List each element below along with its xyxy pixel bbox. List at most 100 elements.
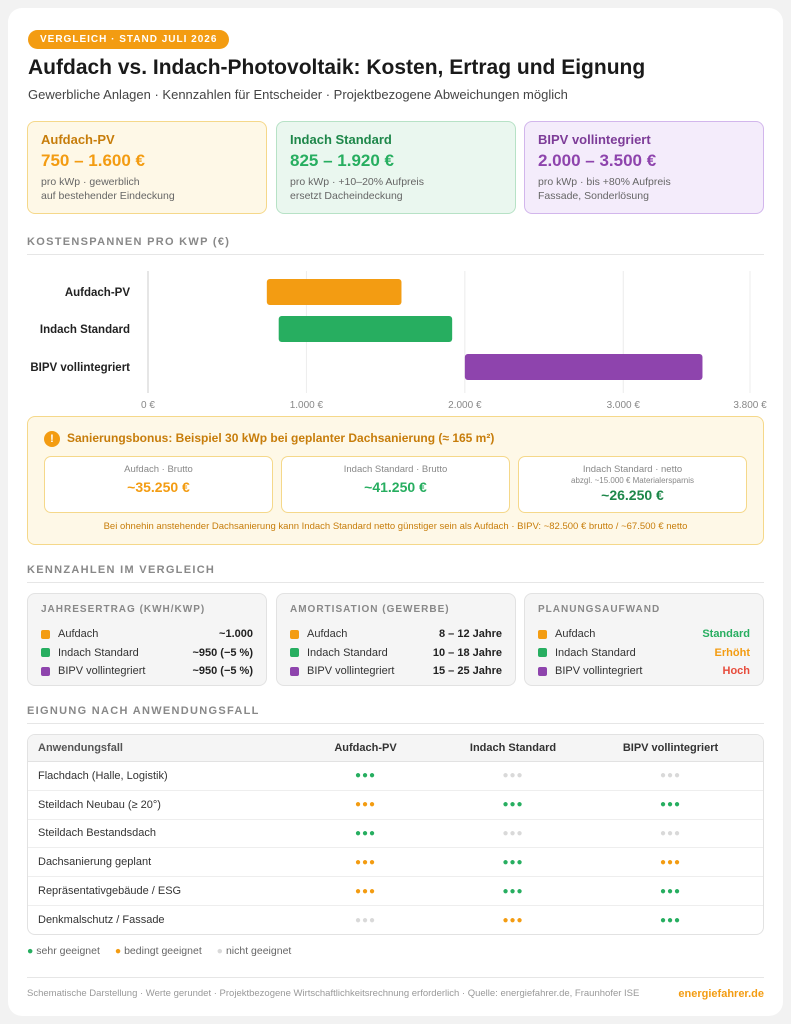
rating-dots-ok: ●●●: [354, 856, 377, 868]
section-suitability-title: EIGNUNG NACH ANWENDUNGSFALL: [27, 705, 764, 724]
rating-dots-good: ●●●: [502, 856, 524, 868]
warning-icon: !: [44, 431, 60, 447]
suitability-legend: ● sehr geeignet ● bedingt geeignet ● nic…: [27, 945, 303, 957]
footer-note: Schematische Darstellung · Werte gerunde…: [27, 988, 640, 999]
card-desc-2: Fassade, Sonderlösung: [538, 190, 649, 202]
kpi-row: Aufdach Standard: [538, 625, 750, 644]
range-bar: [464, 354, 703, 380]
bonus-title: Sanierungsbonus: Beispiel 30 kWp bei gep…: [67, 431, 495, 445]
legend-label: sehr geeignet: [36, 945, 100, 957]
kpi-row: Indach Standard 10 – 18 Jahre: [290, 644, 502, 663]
kpi-label: Aufdach: [555, 628, 596, 641]
header-cell: Indach Standard: [469, 742, 557, 754]
header-cell: BIPV vollintegriert: [622, 742, 719, 754]
header-cell: Anwendungsfall: [38, 742, 123, 754]
kpi-label: Aufdach: [58, 628, 99, 641]
kpi-label: Indach Standard: [58, 646, 139, 659]
brand-link[interactable]: energiefahrer.de: [678, 988, 764, 1000]
rating-dots-none: ●●●: [502, 770, 524, 782]
rating-dots-good: ●●●: [659, 799, 682, 811]
use-case-label: Dachsanierung geplant: [38, 856, 152, 869]
kpi-value: ~1.000: [219, 628, 253, 641]
rating-dots-none: ●●●: [659, 770, 682, 782]
kpi-value: ~950 (−5 %): [192, 646, 253, 659]
bonus-box-value: ~35.250 €: [127, 479, 190, 495]
card-price: 750 – 1.600 €: [41, 151, 145, 170]
use-case-label: Steildach Bestandsdach: [38, 827, 157, 840]
x-tick-label: 3.800 €: [733, 400, 767, 411]
rating-dots-ok: ●●●: [354, 799, 377, 811]
date-badge: VERGLEICH · STAND JULI 2026: [28, 30, 230, 49]
bonus-box-value: ~41.250 €: [364, 479, 427, 495]
card-desc-2: auf bestehender Eindeckung: [41, 190, 175, 202]
table-body: Flachdach (Halle, Logistik) ●●● ●●● ●●● Stei…: [28, 762, 763, 934]
price-card-bipv: BIPV vollintegriert 2.000 – 3.500 € pro …: [524, 121, 764, 214]
legend-label: bedingt geeignet: [124, 945, 202, 957]
card-title: Indach Standard: [290, 132, 392, 147]
table-row: Repräsentativgebäude / ESG ●●● ●●● ●●●: [28, 877, 763, 906]
x-tick-label: 0 €: [141, 400, 155, 411]
rating-dots-good: ●●●: [659, 914, 682, 926]
rating-dots-none: ●●●: [502, 827, 524, 839]
table-header: Anwendungsfall Aufdach-PV Indach Standar…: [28, 735, 763, 762]
use-case-label: Flachdach (Halle, Logistik): [38, 769, 168, 782]
renovation-bonus-panel: ! Sanierungsbonus: Beispiel 30 kWp bei g…: [27, 416, 764, 545]
use-case-label: Repräsentativgebäude / ESG: [38, 885, 182, 898]
kpi-label: BIPV vollintegriert: [58, 665, 146, 678]
cost-range-chart-svg: 0 € 1.000 € 2.000 € 3.000 € 3.800 € Aufdach-P…: [30, 271, 767, 411]
page-title: Aufdach vs. Indach-Photovoltaik: Kosten,…: [28, 56, 646, 79]
kpi-value: 10 – 18 Jahre: [432, 646, 502, 659]
legend-item: ● bedingt geeignet: [115, 945, 202, 957]
rating-dots-good: ●●●: [502, 799, 524, 811]
table-row: Steildach Neubau (≥ 20°) ●●● ●●● ●●●: [28, 791, 763, 820]
kpi-row: BIPV vollintegriert Hoch: [538, 662, 750, 681]
table-row: Denkmalschutz / Fassade ●●● ●●● ●●●: [28, 906, 763, 934]
rating-dots-none: ●●●: [354, 914, 377, 926]
legend-square-icon: [41, 666, 50, 676]
kpi-label: Indach Standard: [307, 646, 388, 659]
legend-item: ● sehr geeignet: [27, 945, 100, 957]
bonus-box-aufdach: Aufdach · Brutto ~35.250 €: [44, 456, 273, 513]
legend-square-icon: [538, 666, 547, 676]
footer: Schematische Darstellung · Werte gerunde…: [27, 977, 764, 1000]
rating-dots-ok: ●●●: [659, 856, 682, 868]
legend-square-icon: [290, 629, 299, 639]
bonus-box-label: Aufdach · Brutto: [124, 464, 193, 475]
kpi-label: Aufdach: [307, 628, 348, 641]
card-title: BIPV vollintegriert: [538, 132, 651, 147]
price-card-aufdach: Aufdach-PV 750 – 1.600 € pro kWp · gewer…: [27, 121, 267, 214]
use-case-label: Steildach Neubau (≥ 20°): [38, 798, 161, 811]
use-case-label: Denkmalschutz / Fassade: [38, 914, 165, 927]
range-bar: [266, 279, 402, 305]
card-price: 825 – 1.920 €: [290, 151, 394, 170]
category-label: BIPV vollintegriert: [30, 362, 130, 374]
kpi-box-planning: PLANUNGSAUFWAND Aufdach Standard Indach S…: [524, 593, 764, 686]
rating-dots-ok: ●●●: [502, 914, 524, 926]
section-costs-title: KOSTENSPANNEN PRO KWP (€): [27, 236, 764, 255]
bonus-box-sublabel: abzgl. ~15.000 € Materialersparnis: [571, 476, 694, 485]
legend-square-icon: [290, 666, 299, 676]
header-cell: Aufdach-PV: [334, 742, 397, 754]
rating-dots-good: ●●●: [659, 885, 682, 897]
card-desc-1: pro kWp · +10–20% Aufpreis: [290, 176, 424, 188]
legend-item: ● nicht geeignet: [217, 945, 292, 957]
kpi-label: Indach Standard: [555, 646, 636, 659]
kpi-value: ~950 (−5 %): [192, 665, 253, 678]
section-kpis-title: KENNZAHLEN IM VERGLEICH: [27, 564, 764, 583]
kpi-box-title: PLANUNGSAUFWAND: [538, 604, 661, 615]
page-subtitle: Gewerbliche Anlagen · Kennzahlen für Ent…: [28, 87, 568, 102]
kpi-row: BIPV vollintegriert 15 – 25 Jahre: [290, 662, 502, 681]
x-tick-label: 2.000 €: [448, 400, 482, 411]
category-label: Aufdach-PV: [65, 287, 131, 299]
kpi-box-amortization: AMORTISATION (GEWERBE) Aufdach 8 – 12 Jah…: [276, 593, 516, 686]
category-label: Indach Standard: [40, 324, 130, 336]
suitability-table: Anwendungsfall Aufdach-PV Indach Standar…: [27, 734, 764, 935]
range-bar: [278, 316, 453, 342]
bonus-box-indach-netto: Indach Standard · netto abzgl. ~15.000 €…: [518, 456, 747, 513]
kpi-label: BIPV vollintegriert: [307, 665, 395, 678]
bonus-box-indach-brutto: Indach Standard · Brutto ~41.250 €: [281, 456, 510, 513]
green-dot-icon: ●: [27, 945, 34, 957]
card-desc-2: ersetzt Dacheindeckung: [290, 190, 403, 202]
legend-square-icon: [538, 648, 547, 658]
kpi-box-title: JAHRESERTRAG (KWH/KWP): [41, 604, 206, 615]
